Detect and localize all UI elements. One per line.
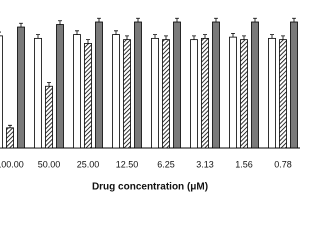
error-bar [253,17,257,22]
bar [190,39,198,149]
bar [6,127,14,149]
error-bar [114,30,118,35]
error-bar [75,30,79,35]
bar [134,21,142,149]
error-bar [203,34,207,39]
error-bar [125,35,129,40]
bar [112,34,120,149]
bar [34,37,42,149]
chart: Drug concentration (μM) 100.00 50.00 25.00… [0,17,300,193]
bar [45,85,53,149]
error-bar [214,17,218,22]
error-bar [153,34,157,39]
error-bar [97,17,101,22]
error-bar [270,34,274,39]
bar [229,36,237,149]
error-bar [86,39,90,44]
error-bar [36,34,40,39]
bar [151,37,159,149]
error-bar [281,35,285,40]
bar [162,39,170,149]
x-tick-label: 6.25 [157,159,175,169]
bar [173,21,181,149]
x-tick-label: 50.00 [38,159,61,169]
error-bar [136,17,140,22]
error-bar [231,32,235,38]
x-tick-label: 1.56 [235,159,253,169]
bar [251,21,259,149]
error-bar [164,35,168,40]
bar [240,39,248,149]
x-tick-label: 25.00 [77,159,100,169]
x-tick-label: 0.78 [274,159,292,169]
error-bar [292,17,296,22]
bar [56,24,64,149]
bar [279,39,287,149]
error-bar [58,20,62,25]
bar [73,34,81,149]
bar [0,35,3,149]
error-bar [47,82,51,87]
error-bar [175,17,179,22]
bar [268,37,276,149]
x-axis-title: Drug concentration (μM) [92,182,208,193]
bar [290,21,298,149]
error-bar [0,31,1,33]
error-bar [8,124,12,128]
x-tick-label: 100.00 [0,159,24,169]
page: {"chart_data": {"type": "bar", "x_label"… [0,17,300,193]
bar [212,21,220,149]
bar [95,21,103,149]
bar [84,43,92,149]
bar [123,39,131,149]
error-bar [242,35,246,40]
error-bar [19,22,23,28]
bar [17,26,25,149]
x-tick-label: 12.50 [116,159,139,169]
error-bar [192,35,196,40]
x-tick-label: 3.13 [196,159,214,169]
bar [201,37,209,149]
